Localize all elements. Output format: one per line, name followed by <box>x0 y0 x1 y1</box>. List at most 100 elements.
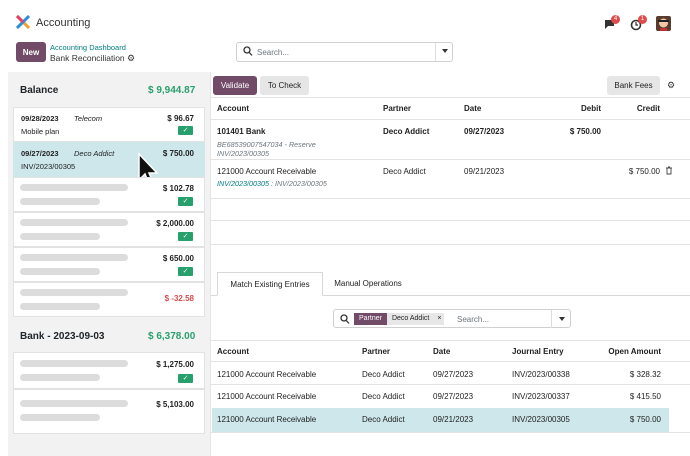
statement-line-card[interactable]: $ 102.78 ✓ <box>13 177 205 212</box>
line-subtext: : INV/2023/00305 <box>270 179 327 188</box>
to-check-button[interactable]: To Check <box>260 76 309 95</box>
entry-account[interactable]: 121000 Account Receivable <box>217 370 317 379</box>
entry-date[interactable]: 09/27/2023 <box>433 370 474 379</box>
balance-value: $ 9,944.87 <box>148 85 196 96</box>
line-debit: $ 750.00 <box>569 127 601 136</box>
line-account[interactable]: 101401 Bank <box>217 127 266 136</box>
divider <box>211 432 690 433</box>
placeholder-bar <box>20 268 100 275</box>
entry-date[interactable]: 09/27/2023 <box>433 392 474 401</box>
statement-line-card[interactable]: 09/28/2023 Telecom Mobile plan $ 96.67 ✓ <box>13 107 205 142</box>
statement-line-card[interactable]: $ 650.00 ✓ <box>13 247 205 282</box>
divider <box>211 159 690 160</box>
group-balance: $ 6,378.00 <box>148 331 196 342</box>
entry-partner[interactable]: Deco Addict <box>362 392 405 401</box>
line-partner[interactable]: Deco Addict <box>383 167 426 176</box>
line-amount: $ -32.58 <box>164 294 194 303</box>
match-search-input[interactable]: Search... <box>457 315 490 324</box>
entry-amount[interactable]: $ 415.50 <box>629 392 661 401</box>
line-description: Mobile plan <box>21 127 60 136</box>
placeholder-bar <box>20 198 100 205</box>
col-date[interactable]: Date <box>433 347 451 356</box>
entry-amount[interactable]: $ 328.32 <box>629 370 661 379</box>
entry-date[interactable]: 09/21/2023 <box>433 415 474 424</box>
col-open-amount[interactable]: Open Amount <box>608 347 661 356</box>
facet-remove-icon[interactable]: × <box>434 313 445 325</box>
user-avatar[interactable] <box>656 16 671 31</box>
placeholder-bar <box>20 400 128 407</box>
line-partner: Deco Addict <box>74 149 115 158</box>
validate-button[interactable]: Validate <box>213 76 257 95</box>
entry-journal[interactable]: INV/2023/00337 <box>512 392 570 401</box>
tab-manual-operations[interactable]: Manual Operations <box>334 279 402 288</box>
activity-badge: 1 <box>638 15 647 24</box>
divider <box>211 384 690 385</box>
line-amount: $ 750.00 <box>162 149 194 158</box>
line-amount: $ 2,000.00 <box>156 219 194 228</box>
activity-clock-icon[interactable]: 1 <box>630 15 647 31</box>
statement-line-card[interactable]: $ 5,103.00 <box>13 389 205 434</box>
entry-account[interactable]: 121000 Account Receivable <box>217 392 317 401</box>
entry-account[interactable]: 121000 Account Receivable <box>217 415 317 424</box>
tabs-baseline <box>211 295 690 296</box>
col-date: Date <box>464 104 482 113</box>
reconciliation-pane <box>210 72 690 456</box>
app-title[interactable]: Accounting <box>36 17 91 29</box>
line-amount: $ 96.67 <box>167 114 194 123</box>
col-partner[interactable]: Partner <box>362 347 391 356</box>
statement-line-card[interactable]: $ 2,000.00 ✓ <box>13 212 205 247</box>
entry-journal[interactable]: INV/2023/00338 <box>512 370 570 379</box>
line-amount: $ 1,275.00 <box>156 360 194 369</box>
check-icon: ✓ <box>178 232 193 241</box>
entry-amount[interactable]: $ 750.00 <box>629 415 661 424</box>
match-search-bar[interactable]: Partner Deco Addict × Search... <box>333 309 571 328</box>
entry-partner[interactable]: Deco Addict <box>362 415 405 424</box>
statement-line-card-selected[interactable]: 09/27/2023 Deco Addict INV/2023/00305 $ … <box>13 142 205 177</box>
placeholder-bar <box>20 360 128 367</box>
col-account[interactable]: Account <box>217 347 249 356</box>
invoice-link[interactable]: INV/2023/00305 <box>217 179 269 188</box>
trash-icon[interactable] <box>665 166 673 177</box>
bank-fees-button[interactable]: Bank Fees <box>607 76 660 95</box>
tab-match-existing[interactable]: Match Existing Entries <box>217 272 323 296</box>
facet-key: Partner <box>354 313 387 325</box>
placeholder-bar <box>20 184 128 191</box>
line-partner: Telecom <box>74 114 103 123</box>
line-partner[interactable]: Deco Addict <box>383 127 430 136</box>
divider <box>211 340 690 341</box>
statement-line-card[interactable]: $ -32.58 <box>13 282 205 317</box>
breadcrumb-current: Bank Reconciliation <box>50 53 125 63</box>
line-credit: $ 750.00 <box>628 167 660 176</box>
app-logo-icon[interactable] <box>15 14 31 30</box>
statement-line-card[interactable]: $ 1,275.00 ✓ <box>13 352 205 389</box>
line-date: 09/27/2023 <box>21 149 59 158</box>
check-icon: ✓ <box>178 126 193 135</box>
breadcrumb-parent[interactable]: Accounting Dashboard <box>50 43 126 52</box>
divider <box>211 119 690 120</box>
placeholder-bar <box>20 254 128 261</box>
line-date: 09/27/2023 <box>464 127 505 136</box>
divider <box>211 97 690 98</box>
settings-gear-icon[interactable]: ⚙ <box>667 80 676 90</box>
partner-facet[interactable]: Partner Deco Addict × <box>354 313 445 325</box>
line-subtext: BE68539007547034 - Reserve <box>217 140 316 149</box>
col-journal-entry[interactable]: Journal Entry <box>512 347 564 356</box>
check-icon: ✓ <box>178 197 193 206</box>
search-bar[interactable]: Search... <box>236 42 453 62</box>
search-toggle-icon[interactable] <box>559 317 565 321</box>
search-toggle-icon[interactable] <box>442 49 448 53</box>
entry-journal[interactable]: INV/2023/00305 <box>512 415 570 424</box>
entry-partner[interactable]: Deco Addict <box>362 370 405 379</box>
divider <box>211 198 690 199</box>
search-input[interactable]: Search... <box>257 48 290 57</box>
search-divider <box>551 310 552 328</box>
placeholder-bar <box>20 289 128 296</box>
line-account[interactable]: 121000 Account Receivable <box>217 167 317 176</box>
new-button[interactable]: New <box>16 42 46 62</box>
facet-value: Deco Addict <box>386 313 435 325</box>
line-date: 09/28/2023 <box>21 114 59 123</box>
selected-row-highlight <box>212 408 669 432</box>
gear-icon[interactable]: ⚙ <box>127 53 136 63</box>
messages-icon[interactable]: 4 <box>603 15 620 31</box>
placeholder-bar <box>20 303 100 310</box>
